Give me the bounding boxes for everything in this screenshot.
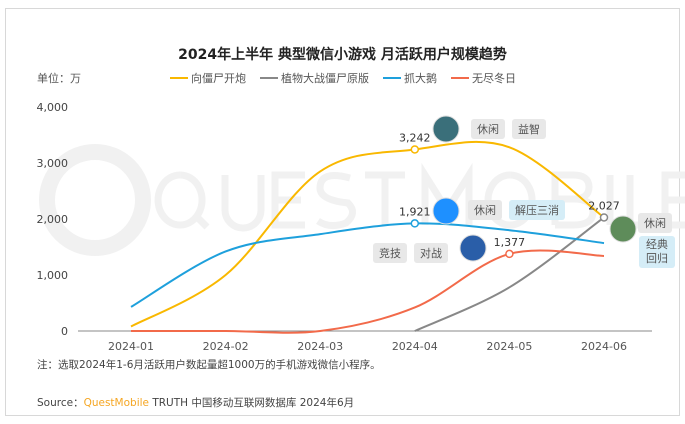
legend-label: 抓大鹅 bbox=[404, 72, 437, 85]
series-line bbox=[130, 141, 605, 328]
tag: 休闲 bbox=[471, 119, 505, 139]
source-brand: QuestMobile bbox=[83, 397, 149, 409]
footnote: 注：选取2024年1-6月活跃用户数起量超1000万的手机游戏微信小程序。 bbox=[37, 359, 381, 371]
tag: 休闲 bbox=[638, 213, 672, 233]
legend-label: 无尽冬日 bbox=[472, 72, 516, 85]
series-line bbox=[130, 222, 605, 308]
data-label: 1,377 bbox=[494, 236, 526, 249]
watermark-logo bbox=[39, 144, 151, 256]
series-line bbox=[131, 249, 605, 334]
x-tick-label: 2024-03 bbox=[297, 340, 343, 353]
tag: 经典回归 bbox=[639, 236, 675, 268]
legend-item: 向僵尸开炮 bbox=[170, 70, 246, 86]
series-line bbox=[414, 216, 605, 332]
legend-label: 向僵尸开炮 bbox=[191, 72, 246, 85]
game-icon-zhiwu bbox=[609, 215, 637, 243]
data-point bbox=[410, 145, 420, 154]
tag: 竞技 bbox=[373, 243, 407, 263]
data-label: 3,242 bbox=[399, 131, 431, 144]
legend-swatch bbox=[170, 77, 188, 79]
legend-item: 植物大战僵尸原版 bbox=[260, 70, 369, 86]
legend-swatch bbox=[260, 77, 278, 79]
legend-label: 植物大战僵尸原版 bbox=[281, 72, 369, 85]
watermark-letter bbox=[661, 171, 685, 229]
data-label: 1,921 bbox=[399, 205, 431, 218]
game-icon-wujindongri bbox=[459, 234, 487, 262]
chart-frame bbox=[5, 8, 680, 416]
legend: 向僵尸开炮 植物大战僵尸原版 抓大鹅 无尽冬日 bbox=[170, 70, 516, 86]
legend-item: 无尽冬日 bbox=[451, 70, 516, 86]
tag: 休闲 bbox=[468, 200, 502, 220]
chart-title: 2024年上半年 典型微信小游戏 月活跃用户规模趋势 bbox=[178, 47, 507, 63]
x-tick-label: 2024-05 bbox=[486, 340, 532, 353]
watermark-letter bbox=[365, 171, 405, 225]
watermark-letter bbox=[154, 171, 210, 230]
legend-item: 抓大鹅 bbox=[383, 70, 437, 86]
data-point bbox=[410, 219, 420, 228]
y-tick-label: 4,000 bbox=[37, 101, 69, 114]
tag: 益智 bbox=[512, 119, 546, 139]
legend-swatch bbox=[383, 77, 401, 79]
y-tick-label: 0 bbox=[61, 325, 68, 338]
y-tick-label: 2,000 bbox=[37, 213, 69, 226]
data-point bbox=[599, 213, 609, 222]
watermark-letter bbox=[271, 171, 305, 229]
unit-label: 单位：万 bbox=[37, 72, 81, 85]
watermark-letter bbox=[316, 172, 356, 230]
data-point bbox=[505, 249, 514, 259]
x-tick-label: 2024-01 bbox=[108, 340, 154, 353]
y-tick-label: 1,000 bbox=[37, 269, 69, 282]
game-icon-zhuadae bbox=[432, 197, 460, 225]
x-tick-label: 2024-06 bbox=[581, 340, 627, 353]
tag: 对战 bbox=[414, 243, 448, 263]
source-text: TRUTH 中国移动互联网数据库 2024年6月 bbox=[149, 397, 355, 409]
data-label: 2,027 bbox=[588, 199, 620, 212]
y-tick-label: 3,000 bbox=[37, 157, 69, 170]
source-label: Source： bbox=[37, 397, 84, 409]
watermark-letter bbox=[484, 171, 536, 229]
legend-swatch bbox=[451, 77, 469, 79]
x-tick-label: 2024-02 bbox=[203, 340, 249, 353]
x-tick-label: 2024-04 bbox=[392, 340, 438, 353]
tag: 解压三消 bbox=[509, 200, 565, 220]
source: Source：QuestMobile TRUTH 中国移动互联网数据库 2024… bbox=[37, 395, 354, 410]
game-icon-xiangjiangshi bbox=[432, 115, 460, 143]
watermark-letter bbox=[221, 175, 265, 232]
